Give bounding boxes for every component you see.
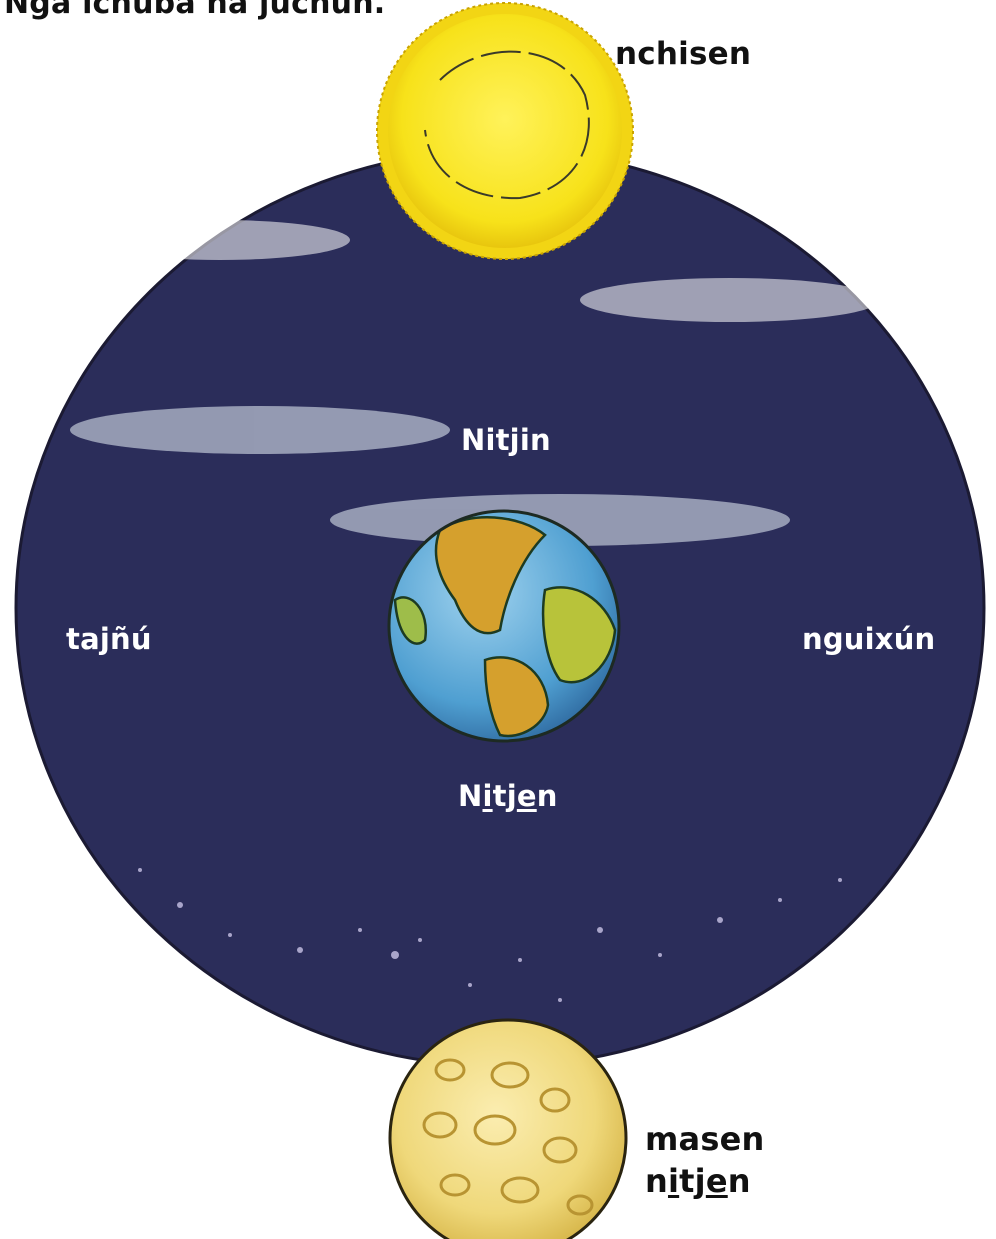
- moon-label-underlined: i: [667, 1162, 680, 1200]
- night-label-underlined: i: [482, 779, 493, 813]
- moon-label-underlined: e: [705, 1162, 728, 1200]
- sun: [376, 2, 634, 260]
- night-label-part: tj: [492, 779, 517, 813]
- moon: [388, 1018, 628, 1239]
- east-label: nguixún: [802, 622, 936, 656]
- moon-label-part: n: [727, 1162, 751, 1200]
- moon-label: masen nitjen: [645, 1118, 764, 1202]
- cloud-strokes: [70, 220, 880, 546]
- moon-label-part: n: [645, 1162, 668, 1200]
- moon-label-line1: masen: [645, 1120, 765, 1158]
- day-label: Nitjin: [461, 423, 551, 457]
- sun-label: nchisen: [615, 36, 752, 72]
- west-label: tajñú: [66, 622, 152, 656]
- moon-label-part: tj: [679, 1162, 706, 1200]
- night-label-part: N: [458, 779, 483, 813]
- moon-label-line2: nitjen: [645, 1160, 764, 1202]
- night-label-underlined: e: [516, 779, 537, 813]
- diagram-title: Ngà ichubà na juchun.: [4, 0, 386, 21]
- stars: [138, 868, 842, 1002]
- earth: [387, 509, 621, 743]
- night-label-part: n: [536, 779, 558, 813]
- night-label: Nitjen: [458, 779, 558, 813]
